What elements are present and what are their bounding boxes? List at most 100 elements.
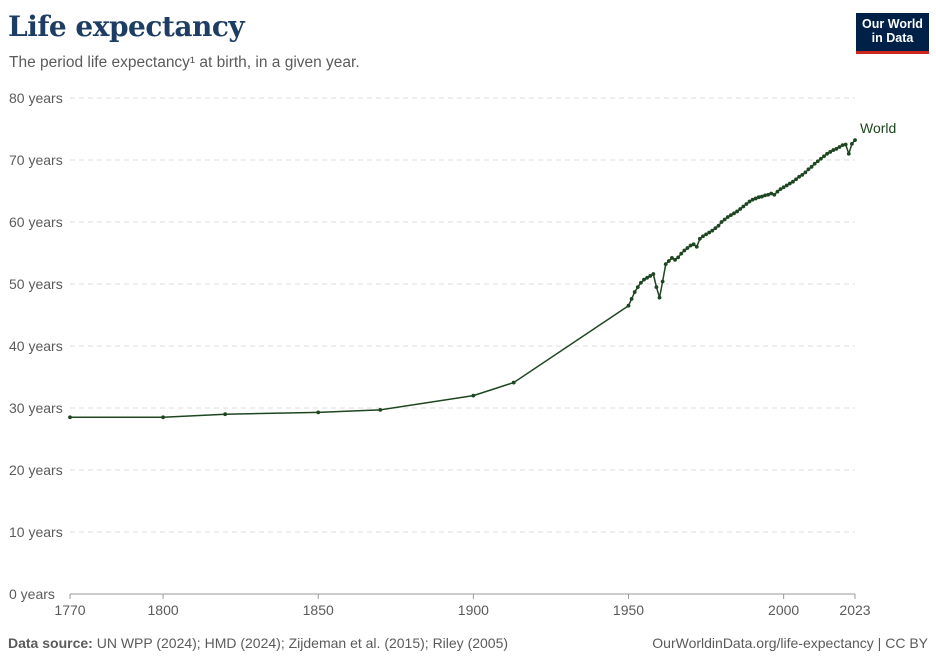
- data-point-1982: [725, 215, 730, 219]
- data-point-2008: [806, 167, 811, 172]
- data-point-2012: [818, 156, 823, 161]
- data-point-1971: [691, 242, 696, 247]
- data-point-2007: [803, 170, 808, 175]
- data-point-1968: [682, 248, 687, 253]
- data-point-1980: [719, 220, 724, 224]
- source-url-link[interactable]: OurWorldinData.org/life-expectancy | CC …: [652, 635, 928, 651]
- data-point-2022: [849, 141, 854, 146]
- data-point-1953: [635, 285, 640, 289]
- x-tick-label-2023: 2023: [839, 602, 870, 618]
- y-tick-label-40: 40 years: [9, 338, 63, 354]
- data-point-1977: [710, 228, 715, 233]
- data-point-2023: [853, 138, 857, 143]
- data-point-1981: [722, 217, 727, 222]
- data-point-1913: [511, 380, 516, 385]
- logo-line-1: Our World: [862, 17, 923, 31]
- data-point-1988: [744, 202, 749, 206]
- data-point-1964: [670, 256, 674, 260]
- data-point-2014: [825, 151, 829, 156]
- data-point-1952: [632, 290, 637, 294]
- series-world[interactable]: World: [68, 120, 896, 420]
- data-point-1965: [673, 257, 677, 262]
- data-point-1951: [629, 296, 634, 301]
- data-point-2020: [843, 142, 848, 147]
- data-point-2002: [787, 181, 792, 186]
- data-point-1954: [639, 280, 643, 285]
- data-point-1820: [223, 412, 228, 417]
- data-point-2000: [781, 185, 786, 190]
- y-tick-label-50: 50 years: [9, 276, 63, 292]
- data-point-1989: [747, 199, 752, 204]
- y-tick-label-30: 30 years: [9, 400, 63, 416]
- data-point-1996: [769, 191, 774, 196]
- y-axis-labels: 0 years 10 years 20 years 30 years 40 years 5…: [9, 90, 63, 602]
- y-tick-label-70: 70 years: [9, 152, 63, 168]
- data-point-2017: [834, 146, 839, 151]
- y-tick-label-10: 10 years: [9, 524, 63, 540]
- data-point-1973: [697, 236, 702, 241]
- y-tick-label-80: 80 years: [9, 90, 63, 106]
- data-source: Data source: UN WPP (2024); HMD (2024); …: [8, 635, 508, 651]
- data-point-2021: [846, 151, 851, 156]
- data-point-1979: [716, 223, 721, 228]
- data-point-1900: [471, 393, 476, 398]
- data-point-2001: [784, 183, 789, 188]
- data-point-1958: [651, 272, 656, 276]
- data-source-label: Data source:: [8, 635, 93, 651]
- logo-line-2: in Data: [871, 31, 914, 45]
- data-point-2013: [822, 154, 826, 159]
- x-tick-label-1900: 1900: [458, 602, 489, 618]
- data-point-1957: [648, 274, 653, 278]
- data-point-1998: [775, 189, 780, 194]
- data-point-1961: [660, 279, 665, 284]
- data-point-1969: [685, 246, 690, 250]
- data-point-1984: [732, 211, 736, 216]
- x-tick-label-1850: 1850: [303, 602, 334, 618]
- data-point-1987: [741, 204, 746, 209]
- data-point-1959: [654, 285, 659, 289]
- y-tick-label-20: 20 years: [9, 462, 63, 478]
- data-point-2016: [831, 148, 836, 152]
- data-point-1976: [707, 230, 712, 235]
- data-point-1997: [772, 192, 777, 197]
- x-tick-label-1950: 1950: [613, 602, 644, 618]
- owid-logo[interactable]: Our World in Data: [856, 13, 929, 54]
- series-line-world: [70, 139, 856, 419]
- x-tick-label-1800: 1800: [148, 602, 179, 618]
- data-point-1992: [756, 195, 761, 200]
- data-point-2003: [791, 179, 795, 184]
- data-point-2019: [840, 143, 845, 148]
- data-point-1993: [760, 194, 764, 199]
- data-point-2011: [815, 159, 820, 164]
- series-label-world: World: [860, 120, 896, 136]
- data-point-1975: [704, 232, 708, 237]
- data-point-1990: [750, 197, 755, 202]
- data-point-2004: [794, 177, 798, 182]
- data-point-1770: [68, 415, 72, 420]
- data-point-1994: [763, 193, 767, 198]
- chart-title: Life expectancy: [8, 10, 245, 43]
- x-tick-label-1770: 1770: [54, 602, 85, 618]
- y-tick-label-0: 0 years: [9, 586, 55, 602]
- data-point-1956: [645, 275, 650, 280]
- data-point-1966: [676, 255, 681, 260]
- data-point-1963: [666, 259, 671, 263]
- data-point-1967: [679, 251, 684, 256]
- grid-lines: [70, 97, 855, 533]
- data-point-1850: [316, 410, 321, 415]
- data-point-1960: [657, 295, 662, 300]
- data-point-1986: [738, 207, 743, 211]
- data-point-1983: [728, 213, 733, 218]
- data-point-2018: [837, 145, 842, 149]
- data-point-1962: [663, 262, 668, 267]
- data-point-1950: [626, 303, 631, 308]
- data-point-2005: [797, 174, 802, 179]
- data-point-1999: [778, 187, 783, 192]
- data-point-2015: [828, 150, 833, 154]
- data-source-text: UN WPP (2024); HMD (2024); Zijdeman et a…: [92, 635, 509, 651]
- x-axis: 1770 1800 1850 1900 1950 2000 2023: [54, 593, 871, 618]
- data-point-1970: [688, 243, 693, 248]
- chart-subtitle: The period life expectancy¹ at birth, in…: [9, 54, 360, 71]
- data-point-1972: [694, 244, 699, 249]
